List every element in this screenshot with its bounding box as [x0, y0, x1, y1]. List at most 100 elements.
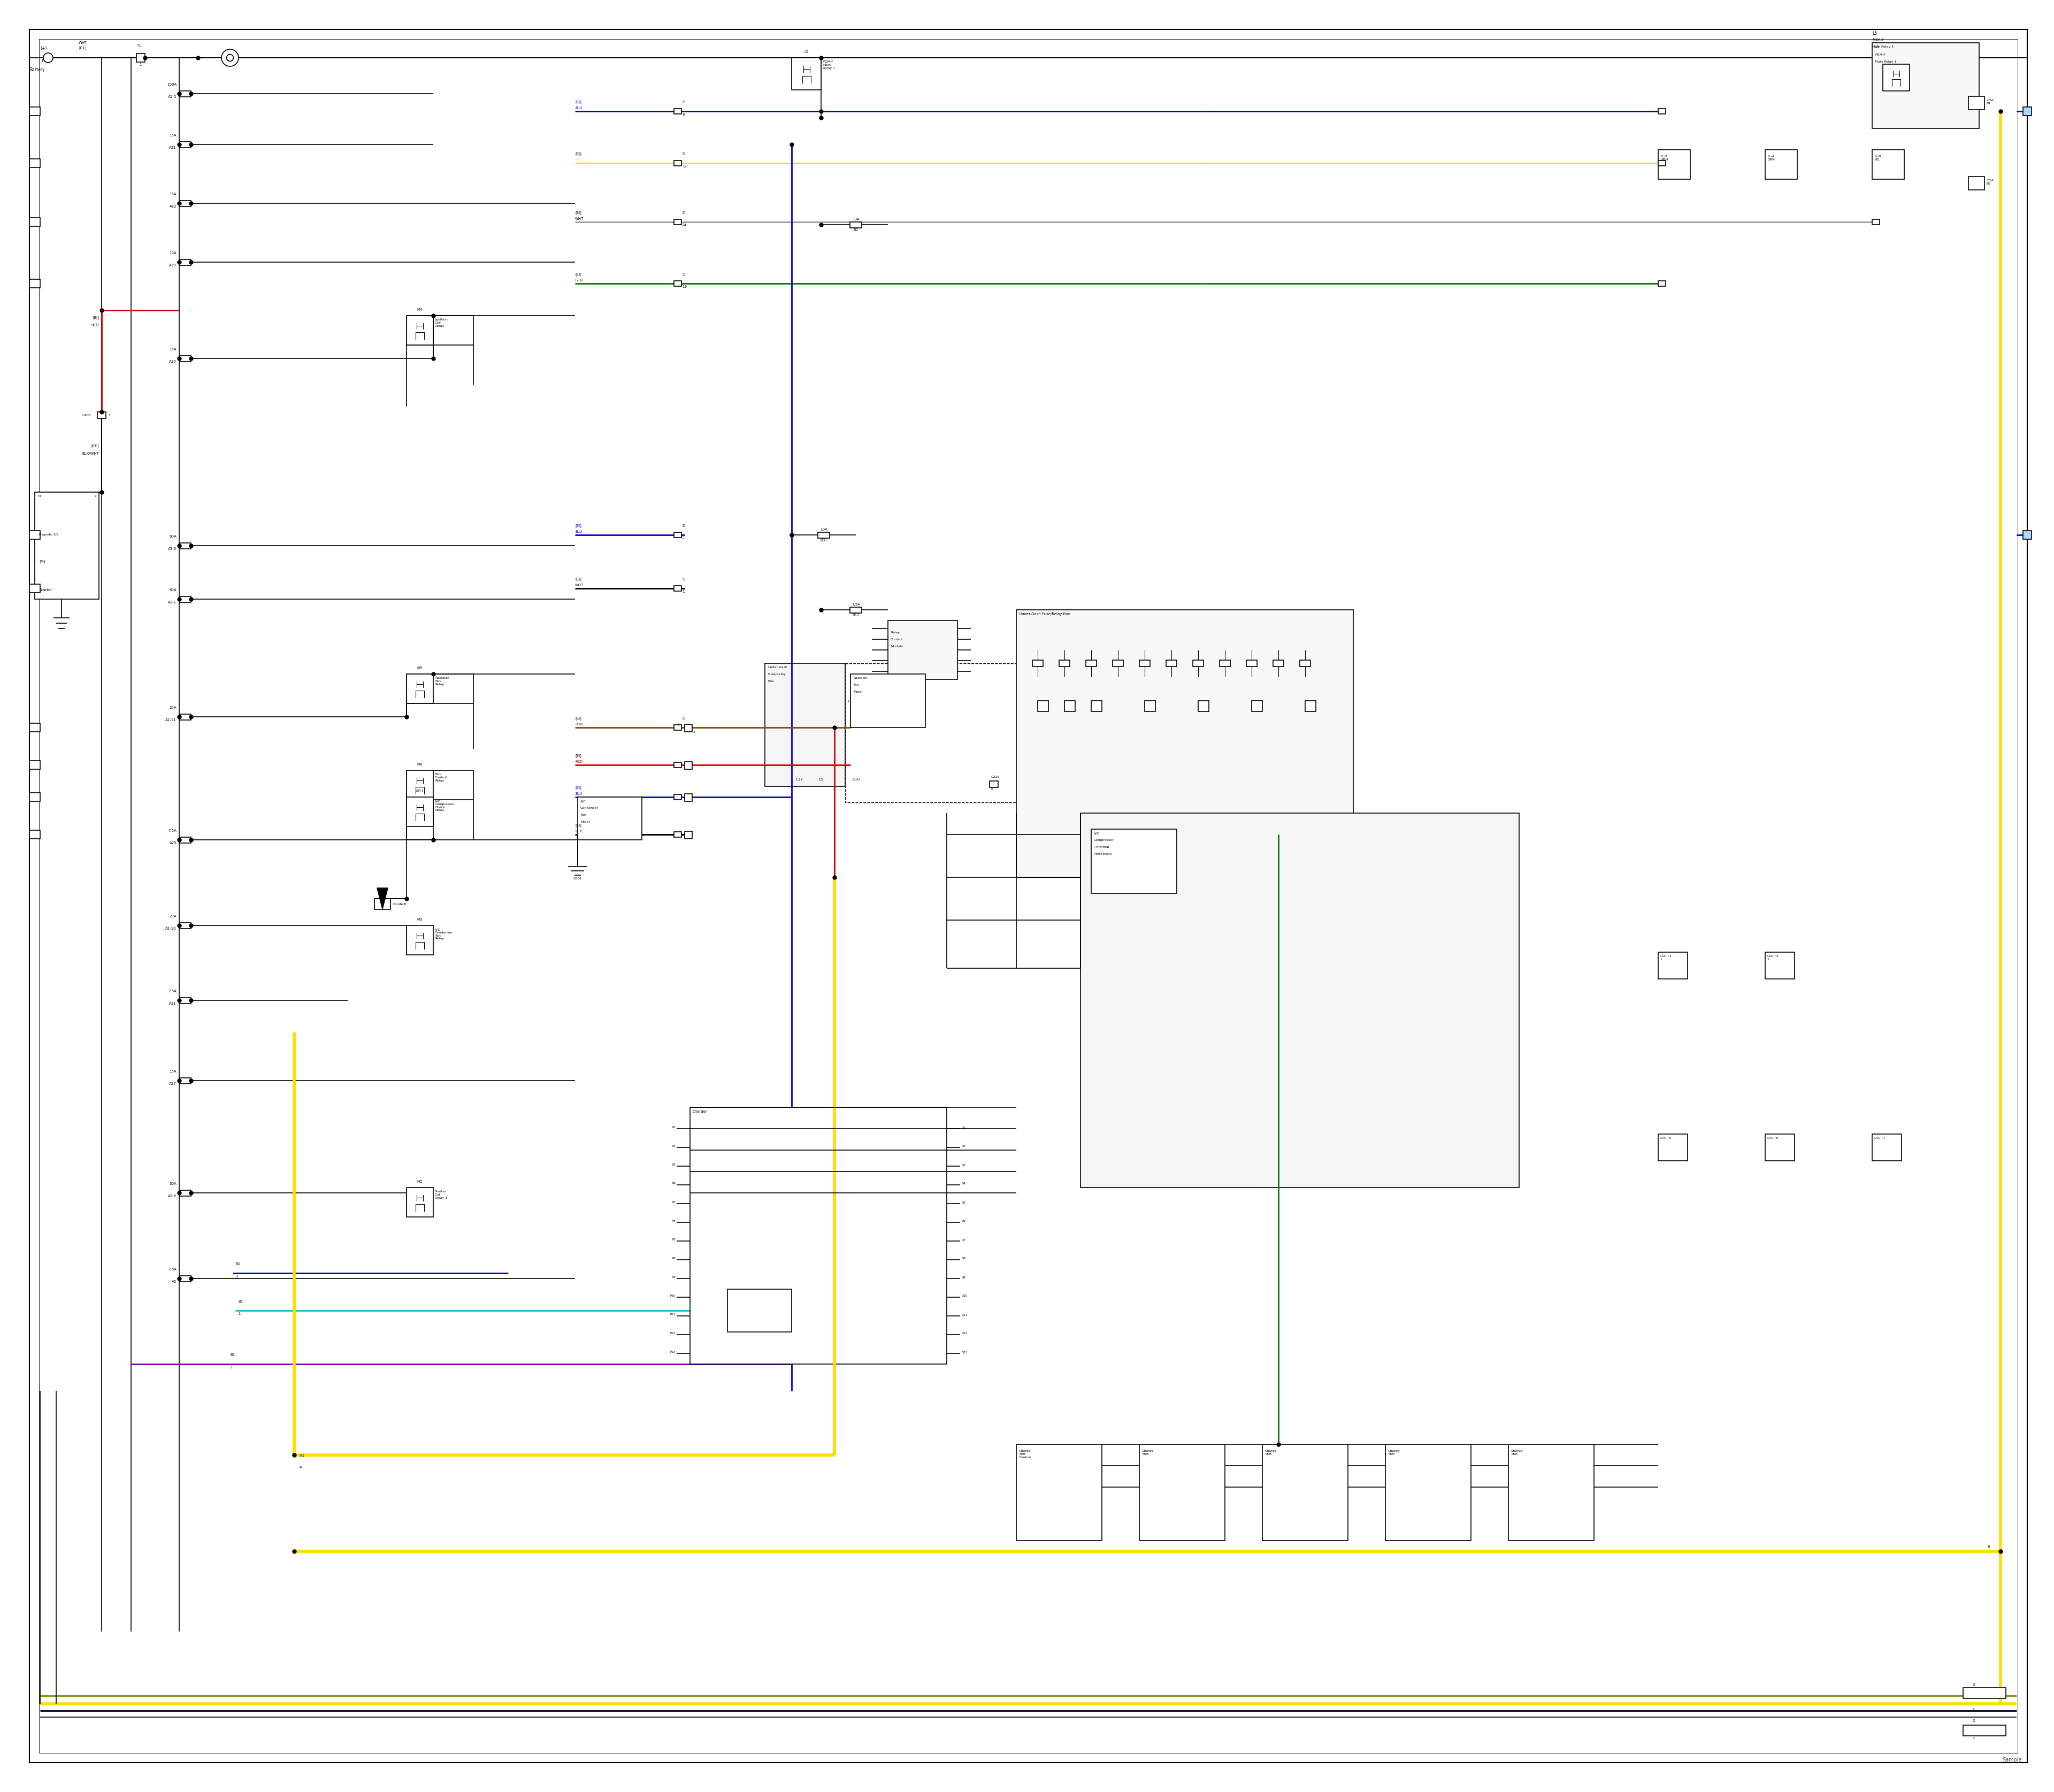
Text: [EJ]: [EJ] — [575, 823, 581, 826]
Bar — [1113, 659, 1124, 667]
Text: P3: P3 — [672, 1163, 676, 1167]
Bar — [1658, 281, 1666, 287]
Text: D10: D10 — [852, 778, 861, 781]
Text: P4: P4 — [672, 1183, 676, 1185]
Text: Charge
Port: Charge Port — [1389, 1450, 1401, 1455]
Text: D: D — [682, 717, 684, 720]
Text: 20A: 20A — [168, 706, 177, 710]
Text: (Thermal: (Thermal — [1095, 846, 1109, 848]
Text: IL-4
GRN: IL-4 GRN — [1768, 156, 1775, 161]
Bar — [1764, 952, 1795, 978]
Circle shape — [226, 54, 234, 61]
Text: Radiator: Radiator — [852, 677, 867, 679]
Bar — [887, 620, 957, 679]
Bar — [179, 142, 191, 147]
Text: A2-10: A2-10 — [166, 926, 177, 930]
Bar — [674, 724, 682, 729]
Text: M11: M11 — [415, 790, 423, 792]
Text: 7.5A: 7.5A — [168, 1267, 177, 1271]
Text: WHT: WHT — [78, 41, 86, 45]
Bar — [727, 1288, 791, 1331]
Bar — [1144, 701, 1154, 711]
Text: [EJ]: [EJ] — [575, 152, 581, 156]
Text: Q8: Q8 — [961, 1256, 965, 1260]
Text: B31: B31 — [820, 538, 828, 541]
Text: A2-3: A2-3 — [168, 547, 177, 550]
Text: 15A: 15A — [168, 134, 177, 136]
Text: 30A: 30A — [168, 1183, 177, 1185]
Bar — [29, 830, 41, 839]
Bar — [1091, 701, 1101, 711]
Text: 8: 8 — [682, 113, 684, 116]
Bar — [1037, 701, 1048, 711]
Text: T4: T4 — [37, 495, 41, 498]
Bar — [1508, 1444, 1594, 1541]
Text: C9: C9 — [820, 778, 824, 781]
Text: Compressor: Compressor — [1095, 839, 1113, 842]
Text: M9: M9 — [417, 667, 423, 670]
Text: A25: A25 — [168, 842, 177, 844]
Bar — [1140, 659, 1150, 667]
Bar — [1884, 65, 1910, 91]
Polygon shape — [378, 889, 388, 909]
Text: Under-Dash: Under-Dash — [768, 667, 787, 668]
Bar — [1658, 109, 1666, 115]
Text: A/C
Condenser
Fan
Relay: A/C Condenser Fan Relay — [435, 928, 454, 941]
Text: 10A: 10A — [852, 217, 859, 220]
Text: RED: RED — [575, 760, 583, 763]
Text: [EJ]: [EJ] — [575, 100, 581, 104]
Text: 1: 1 — [140, 63, 142, 66]
Text: A/C: A/C — [581, 799, 585, 803]
Text: 1: 1 — [109, 414, 111, 416]
Bar — [577, 797, 641, 840]
Bar — [850, 607, 863, 613]
Bar — [179, 837, 191, 842]
Bar — [374, 898, 390, 909]
Text: Ignition
Coil
Relay: Ignition Coil Relay — [435, 319, 448, 328]
Text: Q11: Q11 — [961, 1314, 967, 1315]
Text: LAC-T3
1: LAC-T3 1 — [1660, 955, 1672, 961]
Text: Fan: Fan — [852, 683, 859, 686]
Text: WHT: WHT — [575, 217, 583, 220]
Bar — [844, 663, 1017, 803]
Text: B2: B2 — [852, 228, 859, 231]
Bar — [407, 674, 433, 704]
Text: Q1: Q1 — [961, 1125, 965, 1129]
Bar — [1871, 1134, 1902, 1161]
Text: Q3: Q3 — [961, 1163, 965, 1167]
Text: 10A: 10A — [820, 527, 828, 530]
Text: D: D — [682, 272, 684, 276]
Bar — [674, 109, 682, 115]
Bar — [407, 797, 433, 826]
Bar — [29, 584, 41, 593]
Text: D: D — [682, 577, 684, 581]
Bar — [1273, 659, 1284, 667]
Text: 2: 2 — [682, 536, 684, 539]
Text: LAC-T5: LAC-T5 — [1660, 1136, 1672, 1140]
Text: 24: 24 — [682, 224, 686, 228]
Text: D: D — [682, 525, 684, 527]
Text: 15A: 15A — [168, 1070, 177, 1073]
Text: 100A: 100A — [166, 82, 177, 86]
Bar — [1197, 701, 1210, 711]
Text: A21: A21 — [168, 145, 177, 149]
Bar — [684, 794, 692, 801]
Text: A11: A11 — [168, 1002, 177, 1005]
Text: B1: B1 — [238, 1299, 242, 1303]
Bar — [1658, 151, 1690, 179]
Text: Diode B: Diode B — [392, 903, 407, 905]
Bar — [684, 724, 692, 731]
Text: IL-3
BRN: IL-3 BRN — [1662, 156, 1668, 161]
Text: Protection): Protection) — [1095, 853, 1111, 855]
Bar — [1080, 814, 1520, 1188]
Text: 7.5A: 7.5A — [168, 830, 177, 831]
Bar — [1247, 659, 1257, 667]
Text: Q9: Q9 — [961, 1276, 965, 1278]
Bar — [1658, 952, 1688, 978]
Text: A2-1: A2-1 — [168, 600, 177, 604]
Bar — [1764, 151, 1797, 179]
Bar — [179, 1077, 191, 1084]
Text: 1: 1 — [846, 699, 848, 702]
Text: Sample: Sample — [2003, 1758, 2021, 1763]
Bar — [791, 57, 822, 90]
